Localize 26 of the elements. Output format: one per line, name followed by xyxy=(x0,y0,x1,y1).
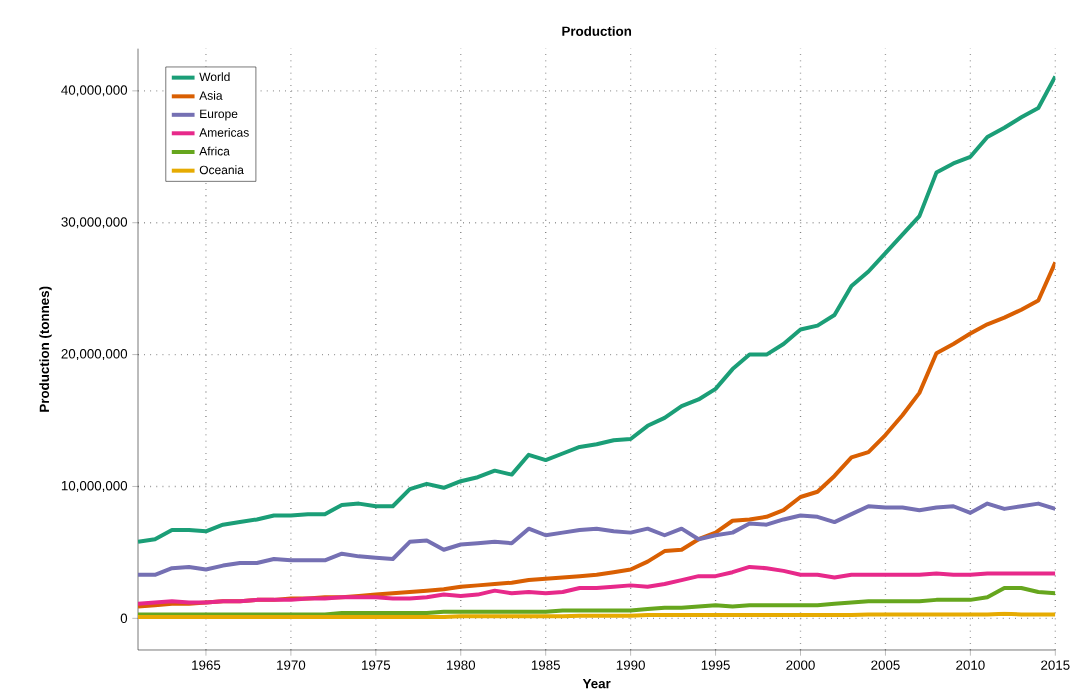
x-tick-label: 1995 xyxy=(701,660,730,670)
y-tick-label: 20,000,000 xyxy=(61,349,128,361)
y-tick-label: 30,000,000 xyxy=(61,217,128,229)
line-series xyxy=(138,74,1056,544)
legend-label: World xyxy=(199,72,230,82)
chart-title: Production xyxy=(562,26,632,36)
x-tick-label: 1965 xyxy=(192,660,221,670)
legend-label: Oceania xyxy=(199,165,244,175)
legend-label: Asia xyxy=(199,90,223,100)
x-tick-label: 2015 xyxy=(1041,660,1070,670)
x-tick-label: 1985 xyxy=(531,660,560,670)
legend-label: Americas xyxy=(199,127,249,137)
y-axis-title: Production (tonnes) xyxy=(39,286,52,412)
x-axis-title: Year xyxy=(582,678,611,689)
y-tick-label: 40,000,000 xyxy=(61,85,128,97)
x-tick-label: 1980 xyxy=(446,660,476,670)
legend-label: Africa xyxy=(199,146,230,156)
x-tick-label: 2005 xyxy=(871,660,900,670)
y-tick-label: 10,000,000 xyxy=(61,480,128,492)
y-tick-label: 0 xyxy=(120,613,128,624)
x-tick-label: 1990 xyxy=(616,660,645,670)
x-tick-label: 2000 xyxy=(786,660,815,670)
x-tick-label: 1975 xyxy=(362,660,391,670)
x-tick-label: 2010 xyxy=(956,660,985,670)
x-tick-label: 1970 xyxy=(277,660,306,670)
legend-label: Europe xyxy=(200,109,238,121)
